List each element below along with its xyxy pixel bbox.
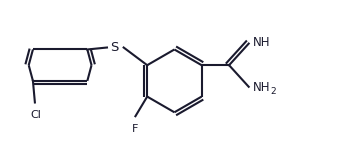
Text: 2: 2	[270, 87, 276, 96]
Text: Cl: Cl	[30, 110, 41, 120]
Text: S: S	[111, 41, 119, 54]
Text: NH: NH	[253, 81, 270, 94]
Text: F: F	[132, 124, 139, 134]
Text: NH: NH	[253, 36, 270, 49]
